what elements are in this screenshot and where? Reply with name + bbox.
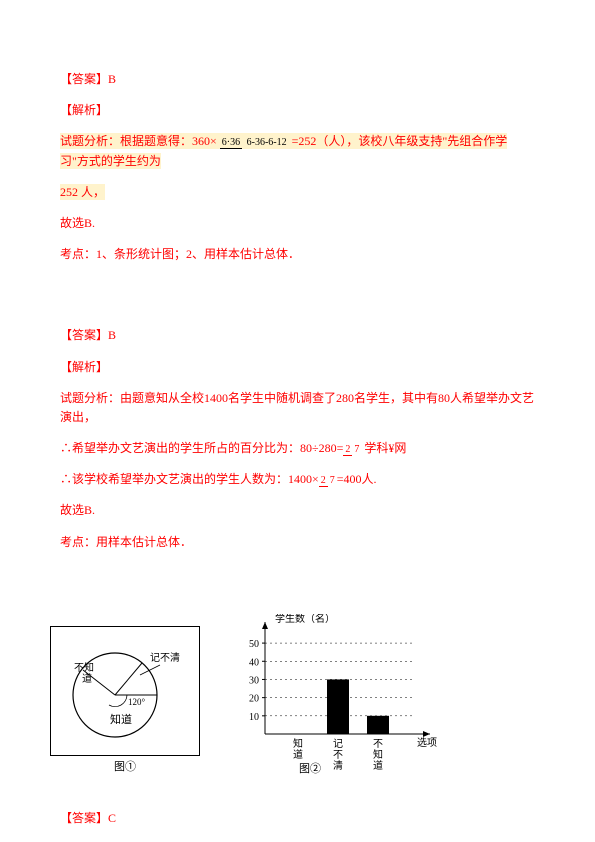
ytick-label: 20 — [249, 693, 259, 704]
pie-label-unknow-1: 不知 — [74, 661, 94, 674]
x-label: 选项 — [417, 736, 437, 749]
a1-prefix: 试题分析：根据题意得：360× — [60, 134, 217, 148]
cat-label: 记 — [333, 738, 343, 750]
a2-l2a: ∴希望举办文艺演出的学生所占的百分比为：80÷280= — [60, 441, 343, 455]
bar-container: 1020304050学生数（名）选项知道记不清不知道图② — [230, 614, 450, 774]
frac1-den: 6-36-6-12 — [245, 137, 289, 148]
cat-label: 道 — [373, 759, 383, 772]
conclusion-2: 故选B. — [60, 501, 535, 520]
f2b-den: 7 — [328, 475, 337, 486]
fraction-1: 6·36 6-36-6-12 — [220, 137, 289, 148]
answer-1: 【答案】B — [60, 70, 535, 89]
bar — [367, 716, 389, 734]
x-arrow — [423, 731, 430, 737]
cat-label: 知 — [293, 737, 303, 750]
conclusion-1: 故选B. — [60, 214, 535, 233]
cat-label: 知 — [373, 748, 383, 761]
bar — [327, 679, 349, 734]
f2a-den: 7 — [352, 444, 361, 455]
f2b-num: 2 — [319, 475, 328, 487]
a2-line3: ∴该学校希望举办文艺演出的学生人数为：1400×27=400人. — [60, 470, 535, 489]
topic-1: 考点：1、条形统计图；2、用样本估计总体． — [60, 245, 535, 264]
pie-label-unclear: 记不清 — [150, 651, 180, 664]
pie-label-unknow-2: 道 — [82, 672, 92, 685]
f2a-num: 2 — [343, 444, 352, 456]
parse-2: 【解析】 — [60, 358, 535, 377]
figures-row: 知道 120° 记不清 不知 道 图① 1020304050学生数（名）选项知道… — [50, 614, 535, 774]
bar-chart: 1020304050学生数（名）选项知道记不清不知道图② — [230, 614, 450, 774]
pie-label-know: 知道 — [110, 712, 132, 726]
pie-container: 知道 120° 记不清 不知 道 图① — [50, 626, 200, 774]
a1-tail: 252 人， — [60, 185, 105, 199]
ytick-label: 10 — [249, 712, 259, 723]
a2-line2: ∴希望举办文艺演出的学生所占的百分比为：80÷280=27 学科¥网 — [60, 439, 535, 458]
bar-fig-label: 图② — [299, 762, 321, 774]
a2-l2b: 学科¥网 — [364, 441, 406, 455]
y-arrow — [262, 622, 268, 629]
pie-chart: 知道 120° 记不清 不知 道 — [60, 635, 190, 745]
frac1-num: 6·36 — [220, 137, 242, 149]
pie-angle-label: 120° — [128, 697, 146, 707]
analysis-1b: 252 人， — [60, 183, 535, 202]
ytick-label: 50 — [249, 639, 259, 650]
cat-label: 不 — [373, 739, 383, 750]
a2-line1: 试题分析：由题意知从全校1400名学生中随机调查了280名学生，其中有80人希望… — [60, 389, 535, 427]
ytick-label: 30 — [249, 675, 259, 686]
a2-l3a: ∴该学校希望举办文艺演出的学生人数为：1400× — [60, 472, 319, 486]
a2-l3b: =400人. — [337, 472, 377, 486]
answer-3: 【答案】C — [60, 809, 535, 828]
ytick-label: 40 — [249, 657, 259, 668]
pie-box: 知道 120° 记不清 不知 道 — [50, 626, 200, 756]
analysis-1: 试题分析：根据题意得：360× 6·36 6-36-6-12 =252（人），该… — [60, 132, 535, 170]
fraction-2a: 27 — [343, 444, 361, 455]
cat-label: 道 — [293, 748, 303, 761]
pie-fig-label: 图① — [50, 758, 200, 774]
fraction-2b: 27 — [319, 475, 337, 486]
cat-label: 不 — [333, 750, 343, 761]
answer-2: 【答案】B — [60, 326, 535, 345]
topic-2: 考点：用样本估计总体． — [60, 533, 535, 552]
y-label: 学生数（名） — [275, 614, 335, 625]
cat-label: 清 — [333, 759, 343, 772]
parse-1: 【解析】 — [60, 101, 535, 120]
